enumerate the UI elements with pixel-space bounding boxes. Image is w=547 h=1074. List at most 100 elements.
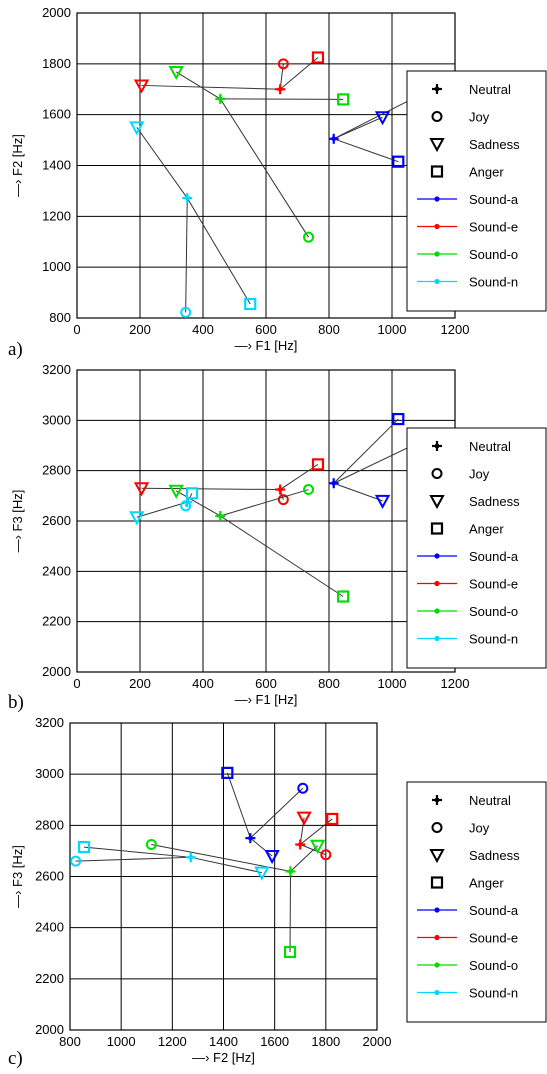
point-sound-n-sadness [129, 121, 145, 136]
y-tick-label: 1600 [42, 107, 71, 122]
y-tick-label: 2800 [35, 817, 64, 832]
legend-label: Anger [469, 876, 504, 891]
connector-line [333, 418, 399, 484]
legend-entry: Anger [430, 165, 504, 180]
point-sound-o-sadness [168, 484, 184, 499]
square-icon [430, 165, 444, 178]
legend-label: Joy [469, 467, 490, 482]
connector-line [250, 787, 304, 839]
line-dot-icon [417, 934, 457, 941]
series-sound-n [129, 121, 257, 318]
y-tick-label: 3000 [35, 766, 64, 781]
panel-label: a) [8, 339, 23, 360]
plot-frame [69, 722, 378, 1031]
connector-line [226, 772, 251, 839]
x-tick-label: 600 [255, 676, 277, 691]
connector-line [250, 837, 273, 857]
point-sound-o-joy [303, 231, 315, 243]
line-dot-icon [417, 251, 457, 257]
x-tick-label: 1000 [378, 676, 407, 691]
connector-line [190, 856, 262, 874]
connector-line [84, 846, 191, 858]
legend-label: Sadness [469, 137, 520, 152]
y-tick-label: 1000 [42, 259, 71, 274]
legend-label: Sound-e [469, 931, 518, 946]
connector-line [333, 482, 383, 502]
legend: Neutral Joy Sadness Anger Sound-a Sound-e Soun… [406, 427, 547, 669]
point-sound-a-sadness [374, 494, 391, 509]
legend-label: Joy [469, 821, 490, 836]
legend-label: Sound-a [469, 903, 519, 918]
x-tick-label: 2000 [363, 1034, 392, 1049]
panel-label: c) [8, 1048, 23, 1069]
point-sound-a-neutral [245, 833, 256, 844]
square-icon [430, 522, 444, 535]
connector-line [279, 463, 319, 490]
legend-label: Sound-a [469, 549, 519, 564]
x-tick-label: 0 [73, 676, 80, 691]
connector-line [141, 84, 281, 90]
x-axis-label: —› F1 [Hz] [235, 338, 298, 353]
x-tick-label: 1800 [311, 1034, 340, 1049]
point-sound-a-anger [392, 412, 405, 426]
legend: Neutral Joy Sadness Anger Sound-a Sound-e Soun… [406, 781, 547, 1023]
y-tick-label: 2200 [42, 614, 71, 629]
line-dot-icon [417, 553, 457, 559]
series-sound-o [168, 65, 350, 243]
point-sound-n-neutral [182, 193, 193, 204]
connector-line [220, 515, 344, 597]
plus-star-icon [432, 441, 442, 451]
legend-entry: Joy [431, 467, 490, 482]
point-sound-o-neutral [215, 93, 226, 104]
line-dot-icon [417, 223, 457, 230]
point-sound-e-sadness [296, 811, 312, 826]
triangle-down-icon [429, 495, 445, 510]
legend-entry: Anger [430, 876, 504, 891]
x-tick-label: 800 [318, 322, 340, 337]
circle-icon [431, 822, 443, 833]
series-sound-n [129, 487, 199, 526]
point-sound-o-anger [283, 945, 297, 959]
y-tick-label: 3200 [35, 715, 64, 730]
legend-label: Anger [469, 522, 504, 537]
point-sound-o-anger [337, 93, 350, 106]
x-tick-label: 1200 [441, 322, 470, 337]
point-sound-n-anger [244, 297, 257, 311]
y-tick-label: 3000 [42, 412, 71, 427]
legend-label: Sound-a [469, 192, 519, 207]
line-dot-icon [417, 962, 457, 968]
legend-label: Sound-o [469, 604, 518, 619]
point-sound-o-anger [337, 590, 350, 603]
point-sound-e-neutral [275, 84, 286, 95]
point-sound-a-anger [392, 155, 405, 168]
y-tick-label: 2400 [35, 920, 64, 935]
legend-entry: Neutral [432, 793, 511, 808]
point-sound-a-joy [297, 782, 309, 794]
plus-star-icon [432, 795, 442, 805]
line-dot-icon [417, 196, 457, 202]
point-sound-o-sadness [168, 65, 184, 81]
y-tick-label: 3200 [42, 362, 71, 377]
connector-line [136, 501, 188, 518]
triangle-down-icon [429, 849, 445, 864]
y-tick-label: 2000 [35, 1022, 64, 1037]
legend-label: Sound-n [469, 986, 518, 1001]
legend-label: Sound-e [469, 220, 518, 235]
line-dot-icon [417, 608, 457, 614]
x-tick-label: 400 [192, 676, 214, 691]
legend-entry: Sound-a [417, 192, 519, 207]
point-sound-a-neutral [328, 133, 339, 144]
panel-label: b) [8, 692, 24, 713]
legend-entry: Joy [431, 821, 490, 836]
x-axis-label: —› F2 [Hz] [192, 1050, 255, 1065]
connector-line [175, 71, 221, 100]
x-axis-label: —› F1 [Hz] [235, 692, 298, 707]
connector-line [185, 198, 188, 313]
x-tick-label: 1200 [441, 676, 470, 691]
series-layer [70, 766, 339, 959]
series-sound-e [133, 458, 325, 506]
series-sound-e [133, 51, 325, 95]
connector-line [175, 490, 221, 517]
point-sound-e-neutral [275, 484, 286, 495]
connector-line [289, 871, 292, 952]
